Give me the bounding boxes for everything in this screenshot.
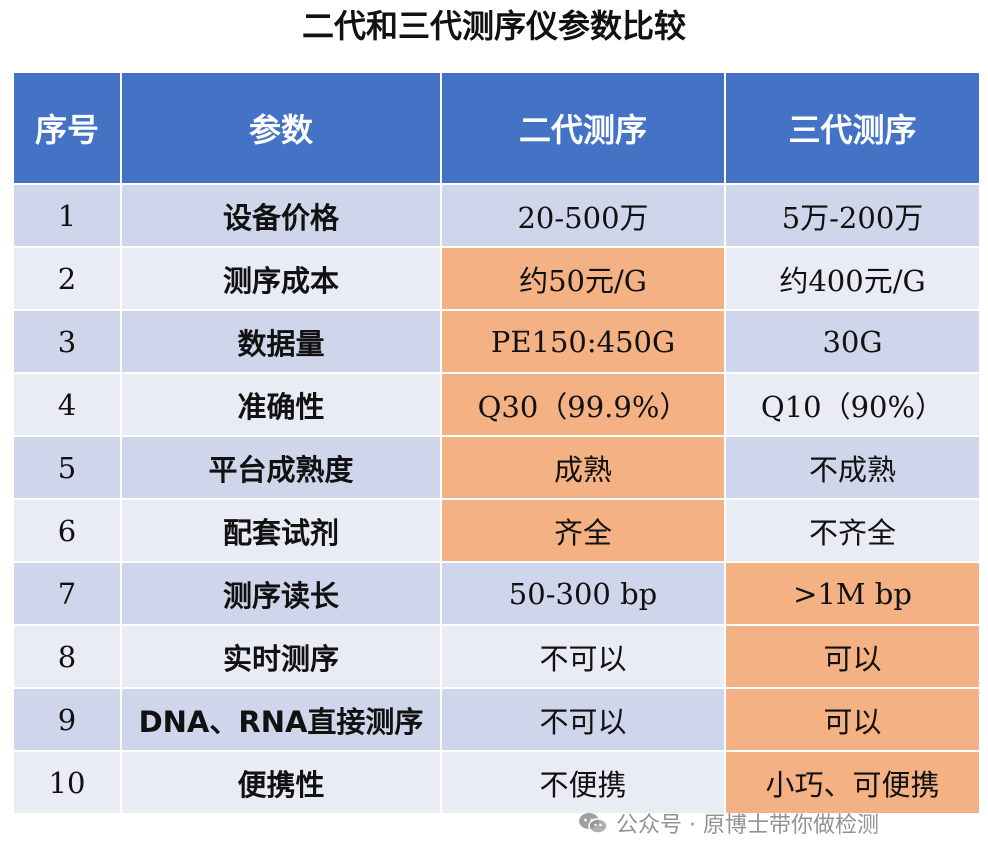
gen2-cell: 成熟 xyxy=(440,435,726,500)
table-row: 5 平台成熟度 成熟 不成熟 xyxy=(12,435,981,500)
table-row: 2 测序成本 约50元/G 约400元/G xyxy=(12,246,981,311)
gen2-cell: 20-500万 xyxy=(440,183,726,248)
param-cell: 便携性 xyxy=(120,750,442,815)
table-row: 4 准确性 Q30（99.9%） Q10（90%） xyxy=(12,372,981,437)
gen2-cell: 50-300 bp xyxy=(440,561,726,626)
param-cell: 平台成熟度 xyxy=(120,435,442,500)
param-cell: DNA、RNA直接测序 xyxy=(120,687,442,752)
watermark-text: 公众号 · 原博士带你做检测 xyxy=(616,813,879,838)
gen3-cell: 不齐全 xyxy=(724,498,981,563)
gen2-cell: 不可以 xyxy=(440,624,726,689)
table-row: 3 数据量 PE150:450G 30G xyxy=(12,309,981,374)
param-cell: 实时测序 xyxy=(120,624,442,689)
gen2-cell: Q30（99.9%） xyxy=(440,372,726,437)
gen3-cell: 小巧、可便携 xyxy=(724,750,981,815)
gen3-cell: 可以 xyxy=(724,687,981,752)
row-number: 6 xyxy=(12,498,122,563)
row-number: 2 xyxy=(12,246,122,311)
header-gen3: 三代测序 xyxy=(724,71,981,185)
header-gen2: 二代测序 xyxy=(440,71,726,185)
param-cell: 配套试剂 xyxy=(120,498,442,563)
param-cell: 数据量 xyxy=(120,309,442,374)
gen3-cell: 可以 xyxy=(724,624,981,689)
watermark: 公众号 · 原博士带你做检测 xyxy=(578,806,879,840)
param-cell: 测序成本 xyxy=(120,246,442,311)
row-number: 7 xyxy=(12,561,122,626)
gen3-cell: 约400元/G xyxy=(724,246,981,311)
header-param: 参数 xyxy=(120,71,442,185)
gen3-cell: 30G xyxy=(724,309,981,374)
table-row: 7 测序读长 50-300 bp >1M bp xyxy=(12,561,981,626)
table-row: 9 DNA、RNA直接测序 不可以 可以 xyxy=(12,687,981,752)
table-row: 6 配套试剂 齐全 不齐全 xyxy=(12,498,981,563)
row-number: 1 xyxy=(12,183,122,248)
row-number: 3 xyxy=(12,309,122,374)
page-title: 二代和三代测序仪参数比较 xyxy=(301,7,686,45)
table-row: 1 设备价格 20-500万 5万-200万 xyxy=(12,183,981,248)
gen2-cell: PE150:450G xyxy=(440,309,726,374)
gen3-cell: >1M bp xyxy=(724,561,981,626)
gen2-cell: 齐全 xyxy=(440,498,726,563)
gen3-cell: Q10（90%） xyxy=(724,372,981,437)
row-number: 10 xyxy=(12,750,122,815)
param-cell: 测序读长 xyxy=(120,561,442,626)
wechat-icon xyxy=(578,811,608,835)
row-number: 5 xyxy=(12,435,122,500)
row-number: 8 xyxy=(12,624,122,689)
table-row: 10 便携性 不便携 小巧、可便携 xyxy=(12,750,981,815)
comparison-table: 序号 参数 二代测序 三代测序 1 设备价格 20-500万 5万-200万 2… xyxy=(12,71,981,815)
param-cell: 准确性 xyxy=(120,372,442,437)
gen2-cell: 约50元/G xyxy=(440,246,726,311)
row-number: 4 xyxy=(12,372,122,437)
gen2-cell: 不便携 xyxy=(440,750,726,815)
header-no: 序号 xyxy=(12,71,122,185)
row-number: 9 xyxy=(12,687,122,752)
gen2-cell: 不可以 xyxy=(440,687,726,752)
gen3-cell: 5万-200万 xyxy=(724,183,981,248)
gen3-cell: 不成熟 xyxy=(724,435,981,500)
param-cell: 设备价格 xyxy=(120,183,442,248)
header-row: 序号 参数 二代测序 三代测序 xyxy=(12,71,981,185)
table-row: 8 实时测序 不可以 可以 xyxy=(12,624,981,689)
